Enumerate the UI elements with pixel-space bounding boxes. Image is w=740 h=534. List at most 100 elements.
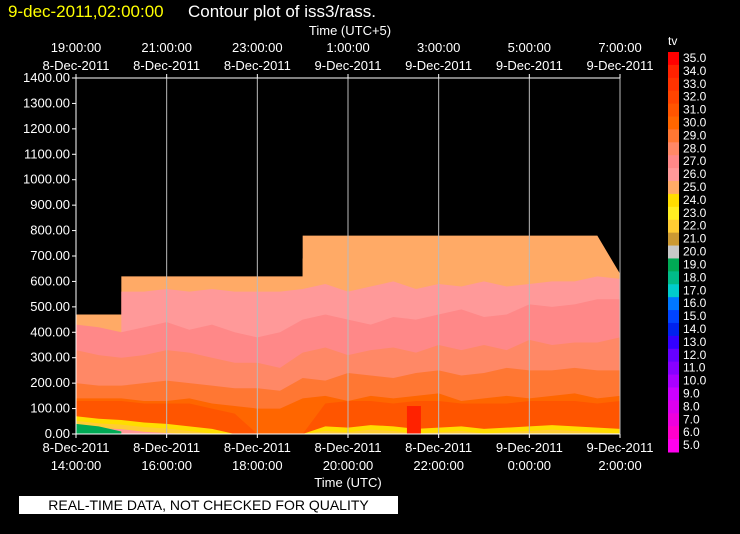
colorbar-label: 26.0 [683, 167, 707, 181]
colorbar-label: 11.0 [683, 361, 706, 375]
y-tick-label: 500.00 [30, 299, 70, 314]
colorbar-label: 14.0 [683, 322, 707, 336]
colorbar-swatch [668, 52, 679, 66]
colorbar-swatch [668, 245, 679, 259]
colorbar-label: 18.0 [683, 270, 707, 284]
colorbar-label: 19.0 [683, 257, 707, 271]
colorbar-swatch [668, 361, 679, 376]
timestamp-title: 9-dec-2011,02:00:00 [8, 2, 164, 21]
contour-fill-surface-0 [76, 416, 620, 434]
colorbar-label: 6.0 [683, 425, 700, 439]
x-tick-label-date: 8-Dec-2011 [315, 440, 382, 455]
colorbar-swatch [668, 284, 679, 298]
y-tick-label: 1300.00 [23, 95, 70, 110]
top-tick-label-time: 3:00:00 [417, 40, 460, 55]
colorbar-label: 12.0 [683, 348, 707, 362]
colorbar-label: 9.0 [683, 386, 700, 400]
colorbar-swatch [668, 90, 679, 105]
y-tick-label: 200.00 [30, 375, 70, 390]
top-tick-label-time: 19:00:00 [51, 40, 102, 55]
contour-fill-cool-spot [76, 423, 122, 434]
colorbar-swatch [668, 129, 679, 143]
x-tick-label-time: 22:00:00 [413, 458, 464, 473]
x-tick-label-time: 2:00:00 [598, 458, 641, 473]
x-tick-label-date: 9-Dec-2011 [587, 440, 654, 455]
x-tick-label-date: 8-Dec-2011 [405, 440, 472, 455]
top-tick-label-date: 9-Dec-2011 [496, 58, 563, 73]
colorbar-label: 8.0 [683, 399, 700, 413]
y-tick-label: 1200.00 [23, 121, 70, 136]
x-tick-label-time: 14:00:00 [51, 458, 102, 473]
x-tick-label-date: 8-Dec-2011 [133, 440, 200, 455]
colorbar-label: 30.0 [683, 116, 707, 130]
colorbar-label: 34.0 [683, 64, 707, 78]
colorbar-swatch [668, 193, 679, 208]
top-tick-label-date: 8-Dec-2011 [133, 58, 200, 73]
contour-fill-hot-spot [406, 406, 421, 434]
colorbar-swatch [668, 400, 679, 414]
colorbar-label: 17.0 [683, 283, 707, 297]
contour-fill-surface-2 [76, 425, 620, 434]
x-tick-label-time: 20:00:00 [323, 458, 374, 473]
x-tick-label-date: 8-Dec-2011 [224, 440, 291, 455]
colorbar-label: 28.0 [683, 141, 707, 155]
x-tick-label-time: 16:00:00 [141, 458, 192, 473]
colorbar-swatch [668, 77, 679, 92]
colorbar-swatch [668, 103, 679, 118]
colorbar-label: 24.0 [683, 193, 707, 207]
colorbar-label: 13.0 [683, 335, 707, 349]
x-tick-label-date: 8-Dec-2011 [43, 440, 110, 455]
y-tick-label: 300.00 [30, 350, 70, 365]
colorbar-swatch [668, 348, 679, 363]
top-tick-label-date: 9-Dec-2011 [587, 58, 654, 73]
colorbar-swatch [668, 271, 679, 285]
colorbar-label: 5.0 [683, 438, 700, 452]
x-axis-title: Time (UTC) [314, 475, 381, 490]
y-tick-label: 1100.00 [24, 146, 70, 161]
colorbar-swatch [668, 116, 679, 130]
colorbar-swatch [668, 387, 679, 401]
colorbar-swatch [668, 413, 679, 427]
y-tick-label: 800.00 [30, 223, 70, 238]
y-tick-label: 700.00 [30, 248, 70, 263]
y-tick-label: 1400.00 [23, 70, 70, 85]
top-axis-title: Time (UTC+5) [309, 23, 391, 38]
colorbar-label: 21.0 [683, 232, 707, 246]
y-tick-label: 400.00 [30, 324, 70, 339]
y-tick-label: 1000.00 [23, 172, 70, 187]
colorbar-label: 16.0 [683, 296, 707, 310]
colorbar-label: 20.0 [683, 245, 707, 259]
colorbar-swatch [668, 64, 679, 79]
colorbar-swatch [668, 155, 679, 169]
colorbar-label: 33.0 [683, 77, 707, 91]
top-tick-label-date: 9-Dec-2011 [315, 58, 382, 73]
top-tick-label-time: 21:00:00 [141, 40, 192, 55]
colorbar-swatch [668, 426, 679, 440]
colorbar-swatch [668, 258, 679, 272]
top-tick-label-date: 8-Dec-2011 [43, 58, 110, 73]
x-tick-label-time: 0:00:00 [508, 458, 551, 473]
colorbar-swatch [668, 181, 679, 195]
colorbar-swatch [668, 168, 679, 182]
top-tick-label-time: 7:00:00 [598, 40, 641, 55]
colorbar-swatch [668, 206, 679, 221]
colorbar-label: 25.0 [683, 180, 707, 194]
colorbar-swatch [668, 335, 679, 350]
colorbar-swatch [668, 374, 679, 388]
colorbar-swatch [668, 219, 679, 234]
colorbar-label: 31.0 [683, 103, 707, 117]
colorbar-label: 23.0 [683, 206, 707, 220]
colorbar-swatch [668, 297, 679, 311]
colorbar-swatch [668, 439, 679, 453]
colorbar-swatch [668, 322, 679, 337]
colorbar-label: 29.0 [683, 128, 707, 142]
y-tick-label: 100.00 [30, 401, 70, 416]
y-tick-label: 900.00 [30, 197, 70, 212]
colorbar-swatch [668, 232, 679, 247]
colorbar-swatch [668, 142, 679, 156]
colorbar-label: 10.0 [683, 374, 707, 388]
quality-disclaimer: REAL-TIME DATA, NOT CHECKED FOR QUALITY [19, 496, 398, 514]
colorbar-label: 7.0 [683, 412, 700, 426]
y-tick-label: 0.00 [45, 426, 70, 441]
